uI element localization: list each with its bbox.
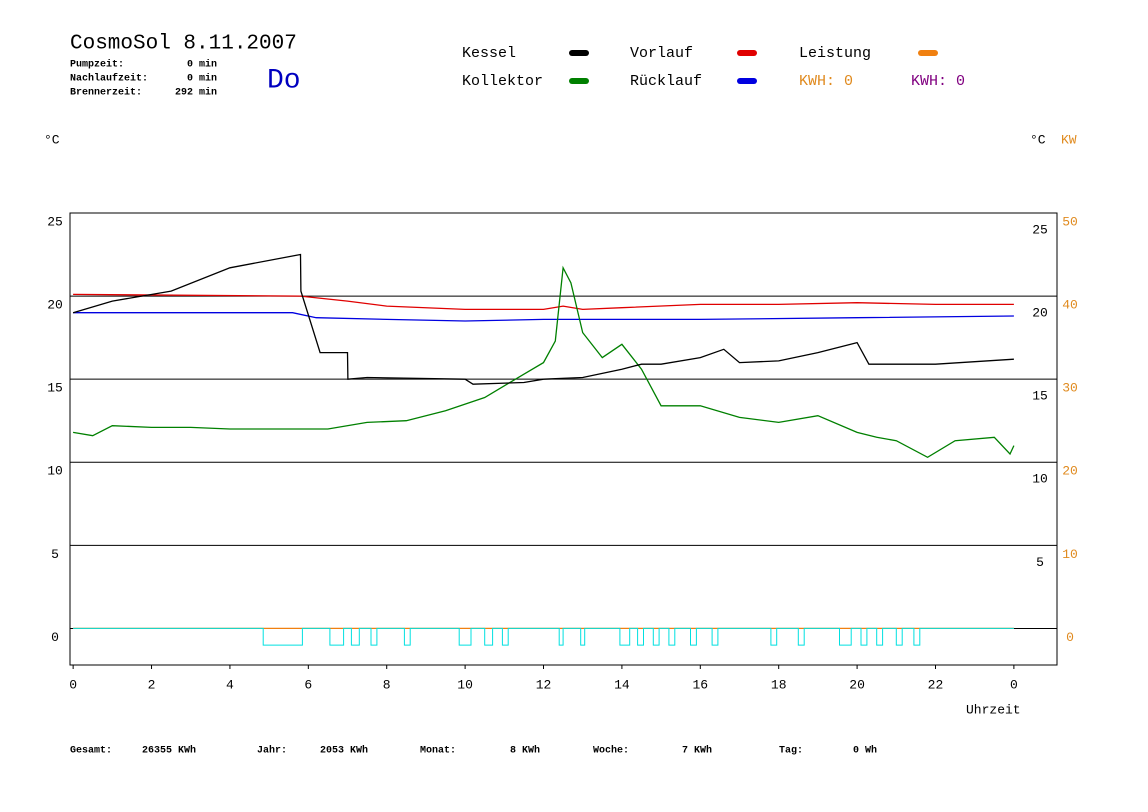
series-line: [72, 265, 1015, 459]
kwh-label: KWH:: [911, 73, 947, 90]
y-tick-label-right: 20: [1032, 306, 1048, 321]
x-tick-label: 22: [928, 677, 944, 692]
series-line: [73, 293, 1014, 311]
total-value: 7 KWh: [682, 745, 712, 757]
y2-tick-label: 20: [1062, 464, 1078, 479]
series-line: [73, 312, 1014, 322]
y-tick-label: 0: [51, 630, 59, 645]
legend-label: Leistung: [799, 45, 871, 62]
stat-value: 0 min: [187, 59, 217, 71]
x-tick-label: 0: [69, 677, 77, 692]
total-label: Tag:: [779, 746, 803, 757]
stat-label: Nachlaufzeit:: [70, 73, 148, 85]
x-tick-label: 2: [148, 677, 156, 692]
x-tick-label: 16: [692, 677, 708, 692]
stat-label: Pumpzeit:: [70, 59, 124, 71]
x-tick-label: 14: [614, 677, 630, 692]
kwh-readout: KWH: 0: [911, 73, 965, 90]
total-label: Jahr:: [257, 745, 287, 757]
y-tick-label: 25: [47, 214, 63, 229]
y-tick-label-right: 15: [1032, 389, 1048, 404]
series-line: [73, 627, 1014, 646]
total-value: 8 KWh: [510, 745, 540, 757]
kwh-label: KWH:: [799, 73, 835, 90]
stat-value: 292 min: [175, 87, 217, 99]
plot-frame: [69, 212, 1058, 666]
y-tick-label-right: 5: [1036, 555, 1044, 570]
total-value: 26355 KWh: [142, 745, 196, 757]
x-tick-label: 12: [536, 677, 552, 692]
y2-tick-label: 30: [1062, 381, 1078, 396]
total-value: 0 Wh: [853, 745, 877, 757]
x-tick-label: 6: [304, 677, 312, 692]
series-line: [72, 253, 1014, 385]
kwh-value: 0: [844, 73, 853, 90]
y2-tick-label: 50: [1062, 214, 1078, 229]
x-tick-label: 0: [1010, 677, 1018, 692]
y-axis-label-right: °C: [1030, 132, 1046, 147]
y2-axis-label: KW: [1061, 132, 1077, 147]
chart-title: CosmoSol 8.11.2007: [70, 33, 297, 56]
y-tick-label-right: 10: [1032, 472, 1048, 487]
day: Do: [267, 65, 301, 96]
stat-label: Brennerzeit:: [70, 87, 142, 99]
y-tick-label: 10: [47, 464, 63, 479]
legend-label: Vorlauf: [630, 45, 693, 62]
y-tick-label: 5: [51, 547, 59, 562]
y-axis-label: °C: [44, 132, 60, 147]
x-tick-label: 10: [457, 677, 473, 692]
x-tick-label: 8: [383, 677, 391, 692]
total-label: Woche:: [593, 745, 629, 757]
y2-tick-label: 40: [1062, 298, 1078, 313]
y-tick-label-right: 25: [1032, 222, 1048, 237]
x-axis-label: Uhrzeit: [966, 702, 1021, 717]
legend-label: Kollektor: [462, 73, 543, 90]
stat-value: 0 min: [187, 73, 217, 85]
total-value: 2053 KWh: [320, 745, 368, 757]
total-label: Monat:: [420, 746, 456, 757]
x-tick-label: 4: [226, 677, 234, 692]
total-label: Gesamt:: [70, 746, 112, 757]
y2-tick-label: 10: [1062, 547, 1078, 562]
x-tick-label: 20: [849, 677, 865, 692]
legend-label: Kessel: [462, 45, 516, 62]
y-tick-label: 20: [47, 298, 63, 313]
y2-tick-label: 0: [1066, 630, 1074, 645]
x-tick-label: 18: [771, 677, 787, 692]
kwh-readout: KWH: 0: [799, 73, 853, 90]
y-tick-label: 15: [47, 381, 63, 396]
legend-label: Rücklauf: [630, 73, 702, 90]
kwh-value: 0: [956, 73, 965, 90]
